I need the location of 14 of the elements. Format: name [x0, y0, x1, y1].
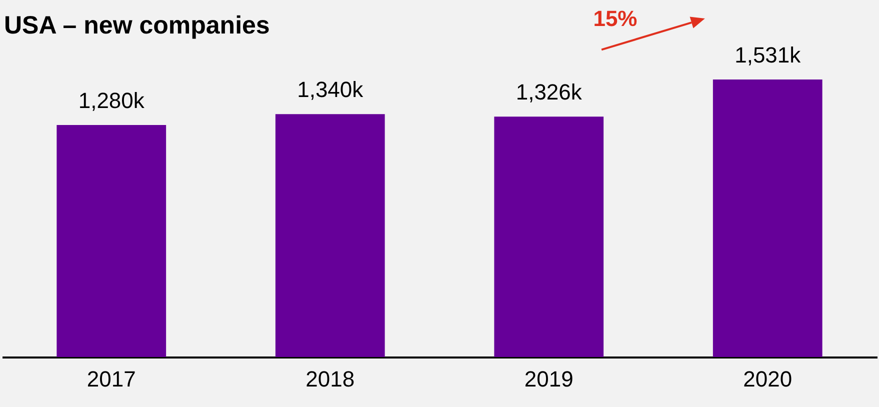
data-label: 1,280k [78, 88, 146, 113]
bar [494, 116, 604, 357]
x-tick-label: 2019 [524, 366, 574, 392]
text: 15% [593, 6, 638, 32]
x-tick-label: 2017 [86, 366, 136, 392]
chart-title: USA – new companies [4, 12, 270, 40]
x-tick-label: 2018 [306, 366, 355, 392]
bar [712, 80, 822, 357]
data-label: 1,340k [297, 77, 364, 102]
data-label: 1,531k [734, 42, 802, 68]
bar [56, 125, 166, 357]
data-label: 1,326k [516, 80, 583, 105]
x-tick-label: 2020 [743, 366, 792, 392]
bar [275, 114, 385, 357]
